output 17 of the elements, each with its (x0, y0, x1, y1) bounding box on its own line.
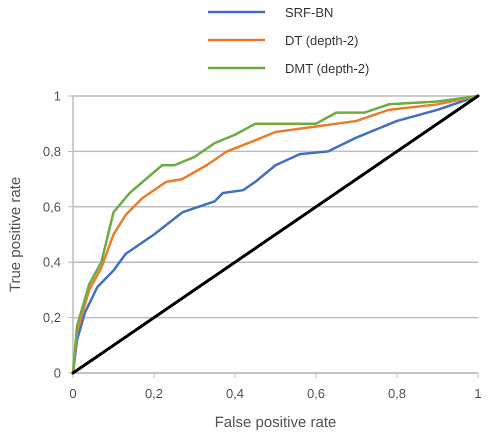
x-tick-label: 0,2 (144, 386, 164, 401)
y-tick-label: 0 (54, 366, 61, 380)
y-tick-label: 0,4 (42, 254, 61, 270)
x-tick-label: 0 (69, 386, 77, 401)
y-tick-label: 0,6 (42, 199, 61, 214)
x-tick-label: 0,8 (388, 386, 406, 401)
y-tick-label: 0,2 (42, 310, 61, 326)
y-tick-label: 1 (54, 88, 61, 104)
legend-label: DT (depth-2) (285, 33, 358, 48)
x-tick-label: 1 (474, 386, 482, 401)
y-tick-label: 0,8 (42, 144, 61, 159)
x-tick-label: 0,6 (306, 386, 326, 401)
legend-label: SRF-BN (285, 5, 334, 20)
x-tick-label: 0,4 (226, 386, 244, 401)
legend-label: DMT (depth-2) (285, 61, 370, 76)
y-axis-title: True positive rate (7, 176, 24, 292)
x-axis-title: False positive rate (214, 414, 336, 431)
